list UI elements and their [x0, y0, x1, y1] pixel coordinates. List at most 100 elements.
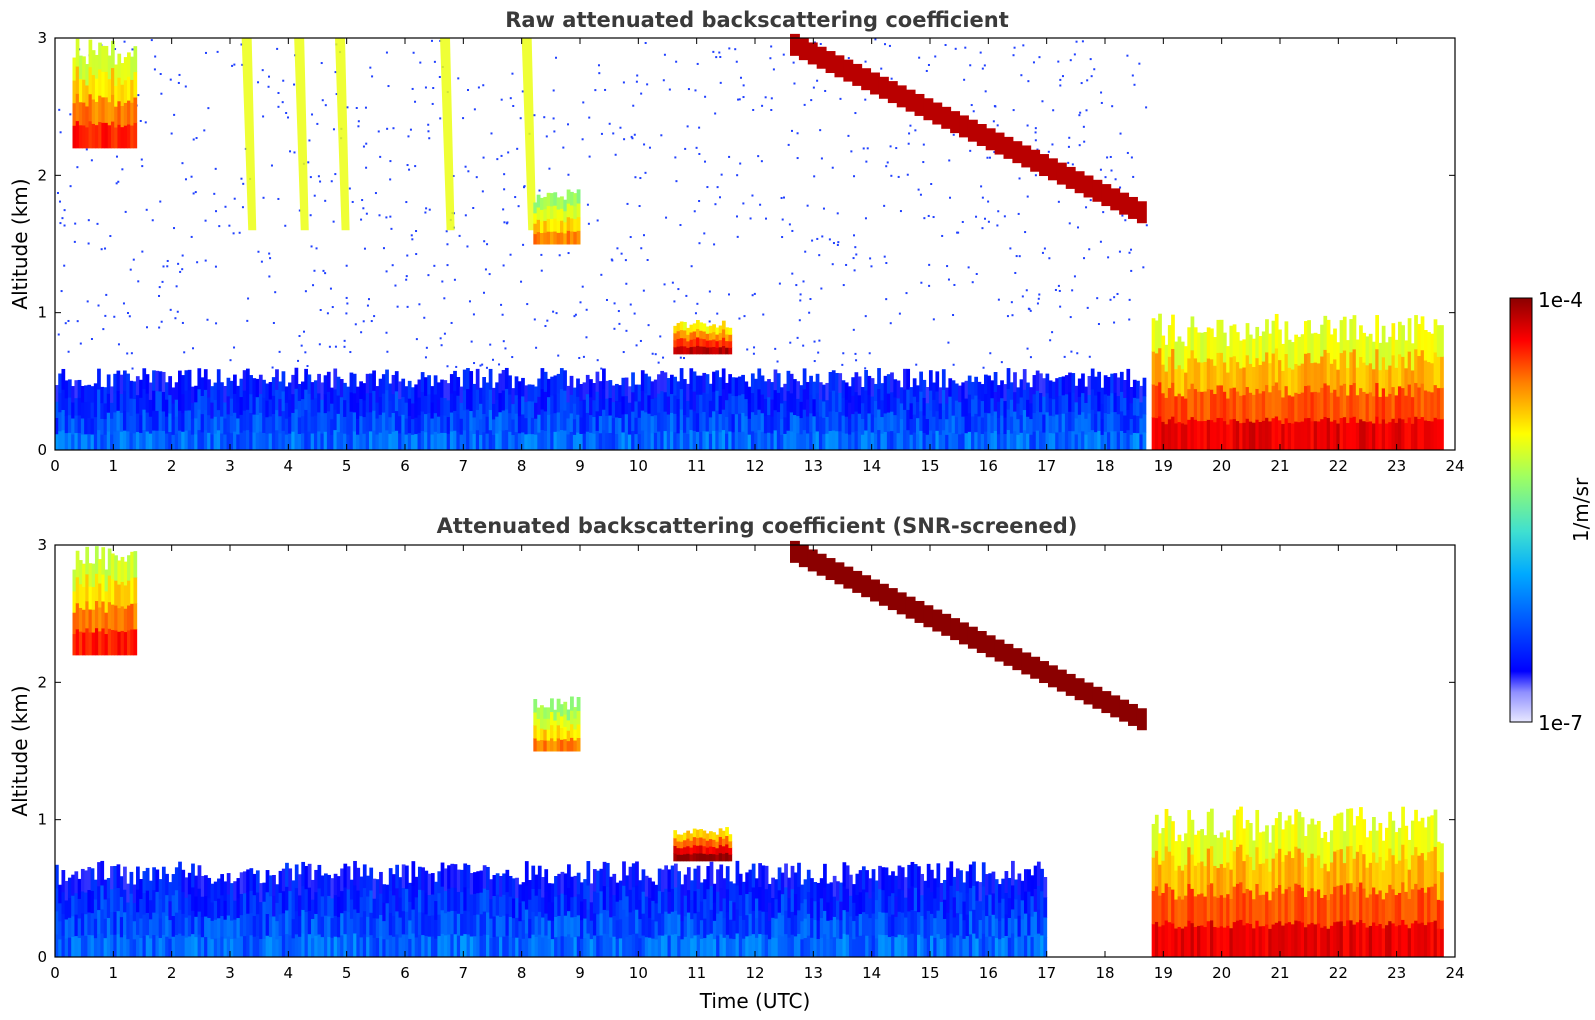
noise-pixel [751, 194, 754, 197]
heatmap-cell [252, 396, 257, 415]
heatmap-cell [1016, 434, 1021, 451]
heatmap-cell [417, 379, 422, 398]
heatmap-cell [327, 936, 331, 958]
heatmap-cell [1077, 432, 1082, 451]
noise-pixel [1059, 305, 1062, 308]
noise-pixel [364, 106, 367, 109]
heatmap-cell [692, 391, 697, 412]
y-tick-label: 2 [37, 673, 47, 691]
heatmap-cell [886, 393, 891, 413]
heatmap-cell [1026, 433, 1030, 451]
heatmap-cell [751, 886, 756, 911]
heatmap-cell [890, 391, 894, 412]
heatmap-cell [207, 937, 212, 958]
heatmap-cell [1346, 808, 1350, 847]
heatmap-cell [673, 830, 678, 839]
heatmap-cell [596, 913, 600, 936]
noise-pixel [307, 161, 310, 164]
heatmap-cell [401, 933, 406, 958]
heatmap-cell [378, 396, 383, 415]
noise-pixel [446, 365, 449, 368]
heatmap-cell [547, 901, 552, 921]
heatmap-cell [771, 917, 775, 938]
heatmap-cell [272, 874, 276, 896]
heatmap-cell [534, 434, 538, 451]
noise-pixel [1017, 212, 1020, 215]
heatmap-cell [938, 387, 943, 404]
noise-pixel [262, 196, 265, 199]
heatmap-cell [1258, 925, 1263, 958]
heatmap-cell [1278, 920, 1282, 958]
noise-pixel [742, 84, 745, 87]
heatmap-cell [220, 874, 225, 896]
heatmap-cell [761, 865, 766, 889]
fall-streak [521, 38, 537, 231]
heatmap-cell [1346, 919, 1350, 958]
heatmap-cell [570, 876, 575, 898]
x-tick-label: 9 [575, 964, 585, 982]
heatmap-cell [777, 912, 782, 936]
heatmap-cell [722, 878, 727, 899]
heatmap-cell [84, 417, 88, 435]
heatmap-cell [301, 885, 306, 910]
noise-pixel [987, 220, 990, 223]
heatmap-cell [1300, 334, 1305, 364]
heatmap-cell [825, 382, 830, 401]
noise-pixel [362, 207, 365, 210]
heatmap-cell [605, 862, 610, 887]
heatmap-cell [313, 380, 318, 399]
heatmap-cell [1404, 924, 1409, 958]
heatmap-cell [268, 432, 273, 451]
heatmap-cell [93, 899, 98, 919]
heatmap-cell [320, 895, 325, 917]
noise-pixel [765, 217, 768, 220]
heatmap-cell [275, 409, 279, 431]
heatmap-cell [696, 837, 700, 846]
heatmap-cell [307, 393, 312, 413]
heatmap-cell [806, 913, 811, 936]
heatmap-cell [699, 330, 703, 339]
heatmap-cell [747, 434, 752, 451]
heatmap-cell [592, 891, 597, 914]
heatmap-cell [560, 893, 565, 915]
heatmap-cell [1142, 377, 1147, 397]
heatmap-cell [712, 324, 716, 333]
heatmap-cell [728, 334, 733, 342]
heatmap-cell [683, 337, 687, 347]
heatmap-cell [696, 853, 700, 862]
x-tick-label: 5 [342, 964, 352, 982]
noise-pixel [1078, 144, 1081, 147]
heatmap-cell [1190, 819, 1195, 855]
heatmap-cell [447, 865, 451, 889]
noise-pixel [293, 151, 296, 154]
heatmap-cell [881, 934, 886, 958]
heatmap-cell [566, 417, 571, 435]
heatmap-cell [152, 934, 156, 958]
heatmap-cell [1349, 882, 1354, 921]
heatmap-cell [372, 410, 376, 431]
heatmap-cell [1329, 363, 1334, 393]
heatmap-cell [401, 414, 406, 433]
noise-pixel [979, 51, 982, 54]
noise-pixel [140, 158, 143, 161]
heatmap-cell [127, 76, 131, 101]
noise-pixel [173, 227, 176, 230]
heatmap-cell [91, 50, 96, 76]
heatmap-cell [333, 915, 338, 937]
noise-pixel [1020, 74, 1023, 77]
heatmap-cell [135, 394, 140, 414]
heatmap-cell [1391, 354, 1396, 388]
heatmap-cell [333, 388, 338, 410]
heatmap-cell [323, 936, 328, 958]
heatmap-cell [1404, 891, 1409, 925]
noise-pixel [1142, 266, 1145, 269]
heatmap-cell [1404, 825, 1409, 860]
noise-pixel [742, 202, 745, 205]
heatmap-cell [414, 384, 419, 402]
heatmap-cell [732, 938, 737, 958]
heatmap-cell [573, 205, 578, 220]
heatmap-cell [142, 368, 147, 390]
cloud-segment [870, 72, 880, 95]
noise-pixel [192, 138, 195, 141]
heatmap-cell [722, 937, 727, 958]
